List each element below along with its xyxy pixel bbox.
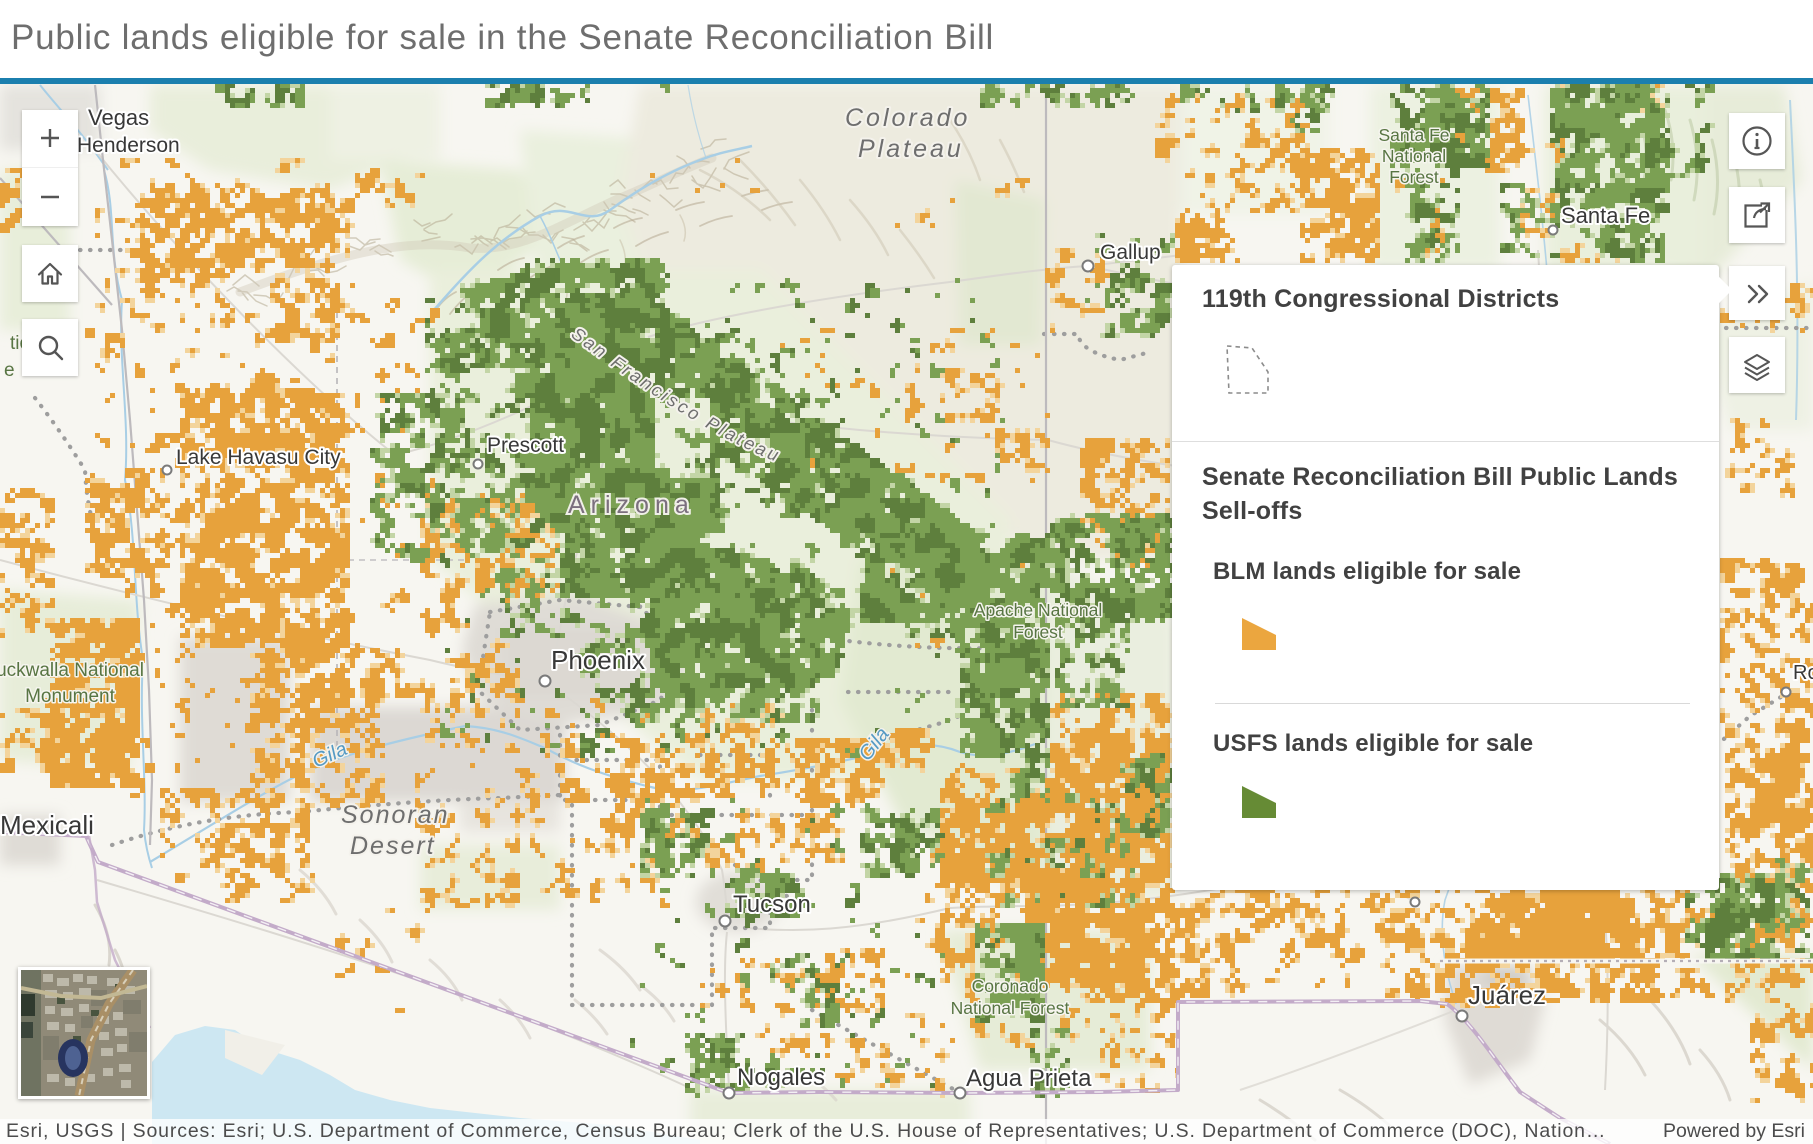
svg-text:Ro: Ro — [1793, 662, 1813, 684]
svg-text:Santa Fe: Santa Fe — [1378, 125, 1449, 145]
svg-text:Phoenix: Phoenix — [551, 645, 645, 675]
svg-text:Mexicali: Mexicali — [0, 810, 94, 840]
svg-text:Juárez: Juárez — [1468, 980, 1546, 1010]
svg-text:Apache National: Apache National — [974, 600, 1102, 620]
svg-text:Gallup: Gallup — [1100, 241, 1161, 264]
svg-text:National Forest: National Forest — [951, 998, 1070, 1018]
svg-text:Prescott: Prescott — [487, 434, 564, 457]
svg-text:Sonoran: Sonoran — [341, 801, 450, 829]
svg-text:Desert: Desert — [350, 832, 436, 860]
svg-text:National: National — [1382, 146, 1446, 166]
svg-text:Vegas: Vegas — [88, 105, 149, 130]
svg-text:Santa Fe: Santa Fe — [1561, 203, 1650, 228]
svg-text:Lake Havasu City: Lake Havasu City — [176, 446, 341, 469]
svg-text:Tucson: Tucson — [733, 891, 811, 918]
svg-text:Monument: Monument — [25, 686, 115, 707]
svg-text:Coronado: Coronado — [972, 976, 1049, 996]
svg-text:Plateau: Plateau — [858, 135, 964, 163]
svg-text:Forest: Forest — [1389, 167, 1439, 187]
svg-text:Arizona: Arizona — [568, 491, 695, 519]
svg-text:Nogales: Nogales — [737, 1064, 825, 1091]
svg-text:Forest: Forest — [1013, 622, 1063, 642]
svg-text:Colorado: Colorado — [845, 104, 970, 132]
svg-text:Henderson: Henderson — [77, 134, 180, 157]
svg-text:e: e — [4, 360, 15, 381]
svg-text:Agua Prieta: Agua Prieta — [966, 1065, 1092, 1092]
svg-text:uckwalla National: uckwalla National — [0, 660, 144, 681]
